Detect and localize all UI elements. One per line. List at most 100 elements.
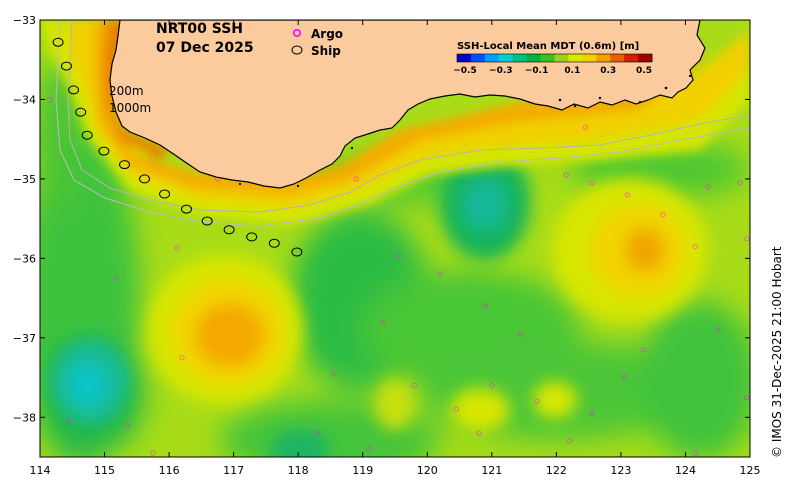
argo-float-marker [640,347,647,353]
argo-float-marker [621,374,627,381]
x-tick-label: 115 [94,464,115,477]
ship-legend-icon [291,45,303,55]
ship-station-marker [291,247,303,257]
argo-float-marker [66,418,72,424]
colorbar-swatch [526,54,541,62]
argo-float-marker [692,450,698,456]
colorbar-swatch [554,54,569,62]
argo-float-marker [589,410,595,416]
y-tick-label: −35 [13,173,36,186]
colorbar-tick-label: −0.1 [525,66,548,76]
argo-float-marker [453,406,460,413]
argo-float-marker [46,96,53,103]
colorbar-swatch [568,54,583,62]
x-tick-label: 119 [352,464,373,477]
colorbar-swatch [484,54,500,62]
ship-station-marker [268,238,280,248]
isobath-1000m [55,20,750,227]
argo-float-marker [534,398,540,405]
colorbar-swatch [638,54,653,62]
argo-float-marker [715,327,721,333]
argo-float-marker [566,438,572,444]
product-date: 07 Dec 2025 [156,40,254,56]
argo-float-marker [437,271,443,277]
argo-float-marker [314,430,321,436]
x-tick-label: 123 [610,464,631,477]
y-tick-label: −37 [13,332,36,345]
argo-float-marker [366,446,372,452]
argo-float-marker [518,331,524,337]
colorbar-frame [456,53,653,63]
ship-station-marker [223,225,235,235]
colorbar: SSH-Local Mean MDT (0.6m) [m] −0.5 −0.3 −0… [453,41,653,76]
argo-float-marker [563,172,569,178]
argo-float-marker [582,124,589,130]
colorbar-swatch [610,54,625,62]
argo-float-marker [589,180,595,186]
coastal-islands [238,74,692,188]
argo-float-marker [476,430,482,436]
ship-station-marker [159,189,171,199]
argo-float-marker [150,450,156,456]
argo-float-marker [395,253,401,259]
argo-float-marker [692,243,698,250]
argo-floats [46,96,750,456]
argo-float-marker [174,245,180,251]
colorbar-tick-label: 0.1 [564,66,580,76]
x-tick-label: 124 [675,464,696,477]
cold-eddies [52,150,530,457]
ship-station-marker [60,61,72,71]
colorbar-tick-label: −0.5 [453,66,476,76]
x-axis: 114 115 116 117 118 119 120 121 122 123 124 125 [30,20,761,477]
ship-station-marker [98,146,110,156]
x-tick-label: 116 [159,464,180,477]
plot-frame [39,19,751,458]
colorbar-swatch [470,54,486,62]
argo-float-marker [379,319,385,325]
colorbar-swatch [498,54,514,62]
colorbar-tick-label: −0.3 [489,66,512,76]
colorbar-swatches [456,53,653,63]
x-tick-label: 125 [740,464,761,477]
credit-text: © IMOS 31-Dec-2025 21:00 Hobart [770,246,784,458]
argo-float-marker [624,192,631,198]
argo-float-marker [482,303,489,309]
colorbar-swatch [582,54,597,62]
argo-float-marker [489,382,495,389]
colorbar-swatch [457,54,472,62]
x-tick-label: 121 [481,464,502,477]
ship-station-marker [181,204,193,214]
y-axis: −33 −34 −35 −36 −37 −38 [13,14,750,424]
y-tick-label: −36 [13,252,36,265]
colorbar-swatch [596,54,611,62]
colorbar-swatch [624,54,639,62]
argo-legend-label: Argo [311,27,343,41]
argo-float-marker [214,176,221,182]
marker-legend: Argo Ship [291,27,343,58]
colorbar-tick-label: 0.5 [636,66,652,76]
ship-station-marker [201,216,213,226]
y-tick-label: −34 [13,93,36,106]
argo-float-marker [737,180,744,186]
argo-legend-icon [292,28,301,37]
ship-station-marker [68,85,80,95]
argo-float-marker [660,211,666,218]
colorbar-tick-label: 0.3 [600,66,616,76]
isobath-label-200m: 200m [109,84,144,98]
product-title: NRT00 SSH [156,21,243,37]
ship-station-marker [52,37,64,47]
ship-legend-label: Ship [311,44,341,58]
ship-track [52,37,303,257]
x-tick-label: 118 [288,464,309,477]
isobath-200m [67,20,750,213]
y-tick-label: −38 [13,411,36,424]
argo-float-marker [705,184,711,190]
colorbar-title: SSH-Local Mean MDT (0.6m) [m] [457,41,639,52]
argo-float-marker [330,370,337,377]
argo-float-marker [124,422,130,428]
x-tick-label: 114 [30,464,51,477]
x-tick-label: 122 [546,464,567,477]
argo-float-marker [744,394,750,401]
argo-float-marker [179,354,185,361]
